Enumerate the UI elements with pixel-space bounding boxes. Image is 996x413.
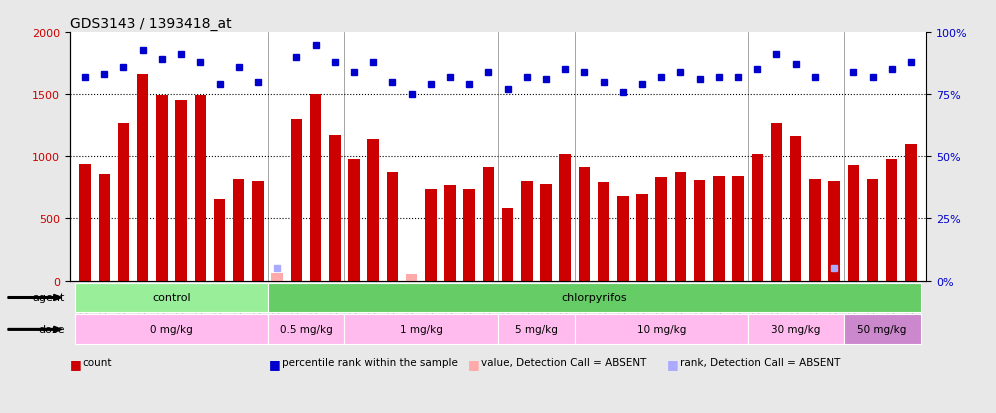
Bar [368,140,378,281]
Bar [349,159,360,281]
Bar [136,75,148,281]
Bar [905,145,916,281]
Text: count: count [83,357,113,367]
Bar [291,120,302,281]
Bar [405,275,417,281]
Bar [752,154,763,281]
Bar [386,173,398,281]
Text: 30 mg/kg: 30 mg/kg [771,325,821,335]
Bar [636,194,647,281]
Bar [618,197,628,281]
Bar [99,174,110,281]
Bar [848,166,860,281]
Bar [655,178,667,281]
Text: rank, Detection Call = ABSENT: rank, Detection Call = ABSENT [680,357,841,367]
Bar [771,123,782,281]
Bar [329,136,341,281]
Text: ■: ■ [667,357,679,370]
Bar [598,183,610,281]
Bar [502,209,513,281]
Bar [271,273,283,281]
Text: 0 mg/kg: 0 mg/kg [150,325,193,335]
Bar [732,177,744,281]
Text: 5 mg/kg: 5 mg/kg [515,325,558,335]
Text: control: control [152,293,191,303]
Bar [444,185,456,281]
Bar [425,189,436,281]
Text: 50 mg/kg: 50 mg/kg [858,325,906,335]
Text: value, Detection Call = ABSENT: value, Detection Call = ABSENT [481,357,646,367]
Text: chlorpyrifos: chlorpyrifos [561,293,626,303]
Bar [829,182,840,281]
Bar [521,182,533,281]
Bar [118,123,129,281]
Bar [790,137,802,281]
Text: GDS3143 / 1393418_at: GDS3143 / 1393418_at [70,17,231,31]
Bar [214,199,225,281]
Bar [156,96,167,281]
Bar [175,101,187,281]
Bar [80,164,91,281]
Bar [463,189,475,281]
Bar [252,182,264,281]
Bar [233,179,244,281]
Bar [867,179,878,281]
Bar [694,180,705,281]
Text: percentile rank within the sample: percentile rank within the sample [282,357,458,367]
Text: 1 mg/kg: 1 mg/kg [399,325,442,335]
Text: ■: ■ [269,357,281,370]
Text: ■: ■ [468,357,480,370]
Bar [310,95,322,281]
Bar [713,177,725,281]
Bar [194,96,206,281]
Text: agent: agent [32,293,65,303]
Text: ■: ■ [70,357,82,370]
Bar [540,184,552,281]
Bar [886,159,897,281]
Text: dose: dose [38,325,65,335]
Text: 10 mg/kg: 10 mg/kg [636,325,686,335]
Bar [579,168,591,281]
Text: 0.5 mg/kg: 0.5 mg/kg [280,325,333,335]
Bar [809,179,821,281]
Bar [560,154,571,281]
Bar [483,168,494,281]
Bar [674,173,686,281]
